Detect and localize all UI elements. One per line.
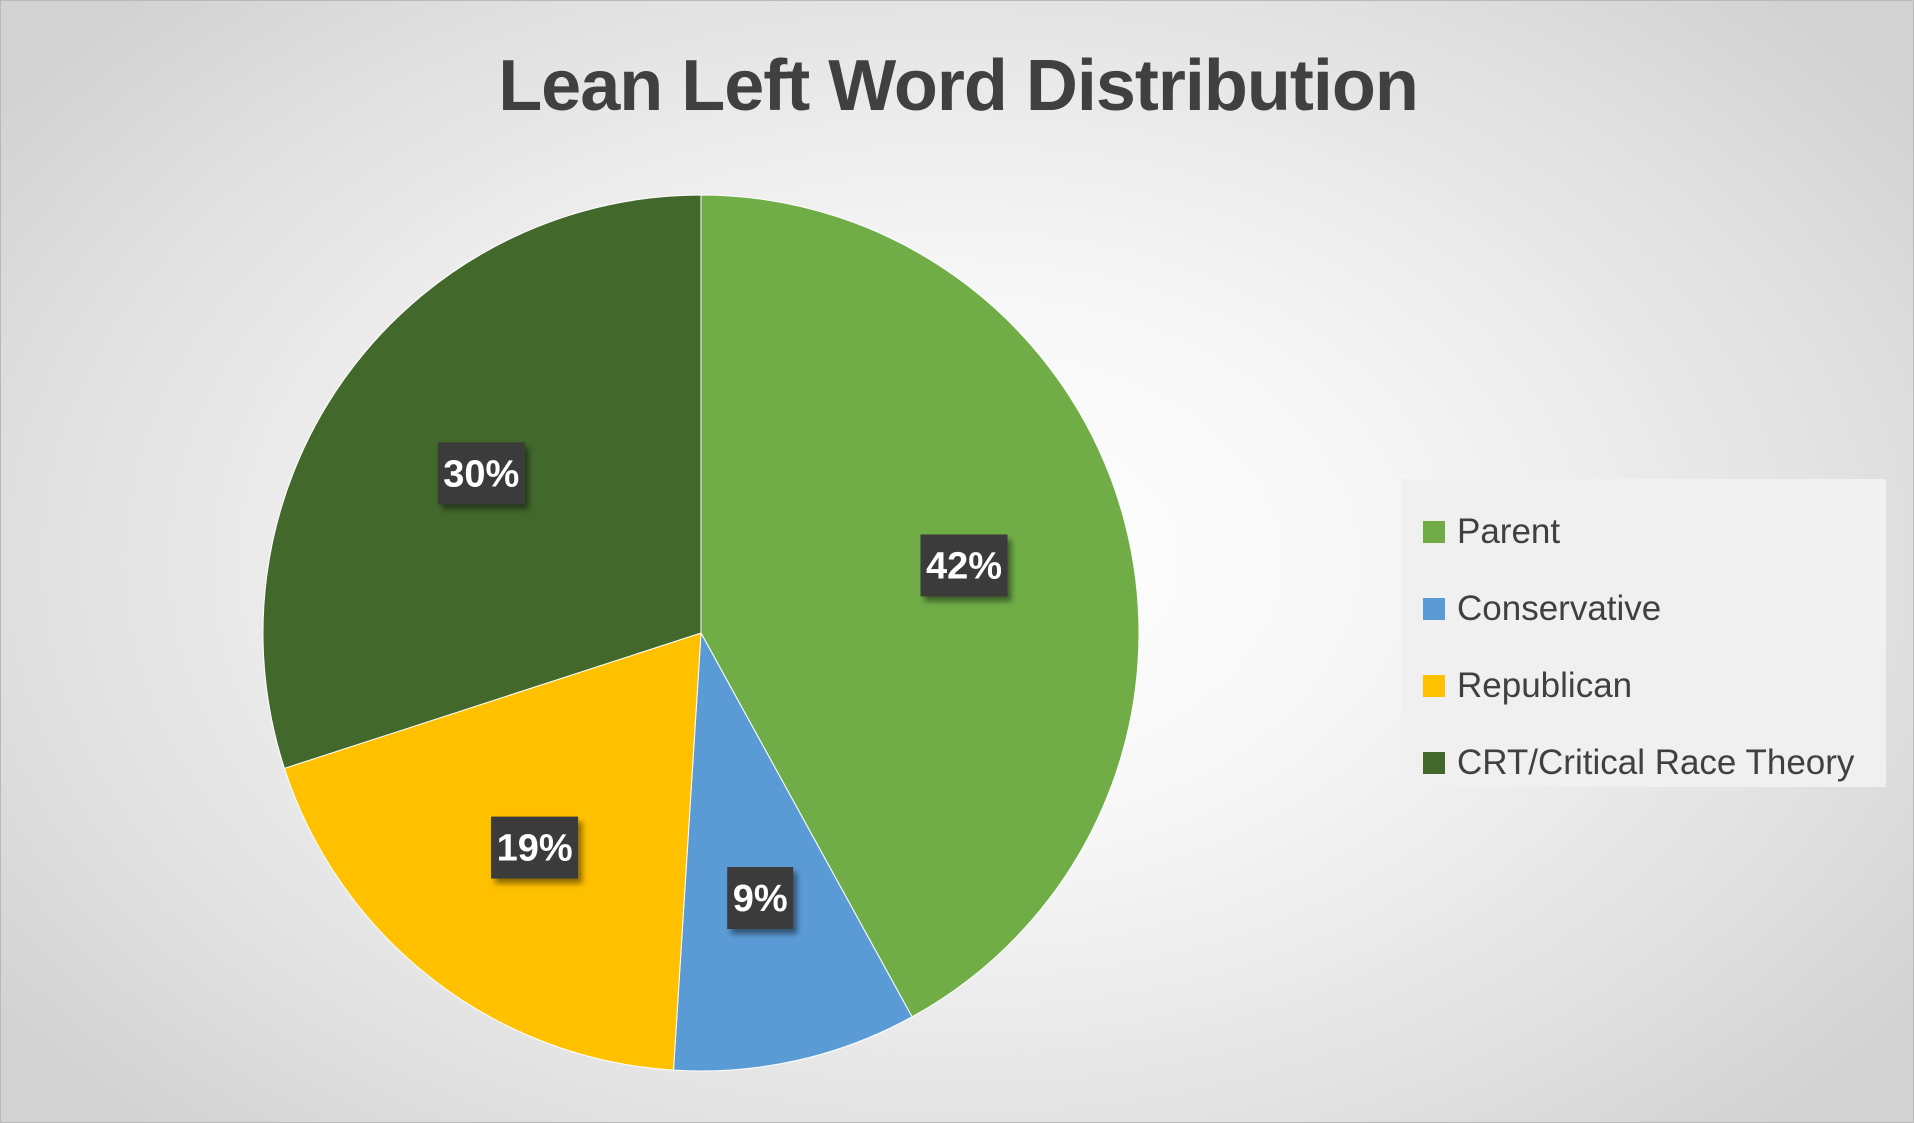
pie-slice-conservative (672, 631, 913, 1072)
data-label-box-crt-critical-race-theory (437, 442, 525, 505)
legend-swatch-parent (1423, 520, 1445, 543)
data-label-text-republican: 19% (497, 828, 573, 870)
data-label-box-conservative (727, 867, 794, 929)
data-label-box-parent (920, 534, 1008, 597)
data-label-text-crt-critical-race-theory: 30% (443, 453, 519, 495)
legend-label-republican: Republican (1457, 665, 1633, 705)
data-label-crt-critical-race-theory: 30% (437, 442, 525, 505)
pie-slice-parent (700, 194, 1140, 1018)
legend-item-crt: CRT/Critical Race Theory (1401, 724, 1886, 801)
legend-label-parent: Parent (1457, 511, 1561, 551)
pie-data-labels: 42% 9% 19% 30% (437, 442, 1008, 929)
legend: Parent Conservative Republican CRT/Criti… (1401, 479, 1886, 787)
chart-title: Lean Left Word Distribution (498, 46, 1419, 126)
legend-label-crt: CRT/Critical Race Theory (1457, 742, 1855, 782)
legend-item-republican: Republican (1401, 647, 1886, 724)
legend-item-parent: Parent (1401, 493, 1886, 570)
data-label-parent: 42% (920, 534, 1008, 597)
legend-item-conservative: Conservative (1401, 570, 1886, 647)
legend-label-conservative: Conservative (1457, 588, 1662, 628)
legend-swatch-republican (1423, 674, 1445, 697)
data-label-text-parent: 42% (926, 546, 1002, 588)
legend-swatch-conservative (1423, 597, 1445, 620)
data-label-box-republican (491, 816, 579, 879)
data-label-republican: 19% (491, 816, 579, 879)
data-label-conservative: 9% (727, 867, 794, 929)
pie-slices (262, 194, 1140, 1072)
legend-swatch-crt (1423, 751, 1445, 774)
data-label-text-conservative: 9% (733, 878, 788, 920)
